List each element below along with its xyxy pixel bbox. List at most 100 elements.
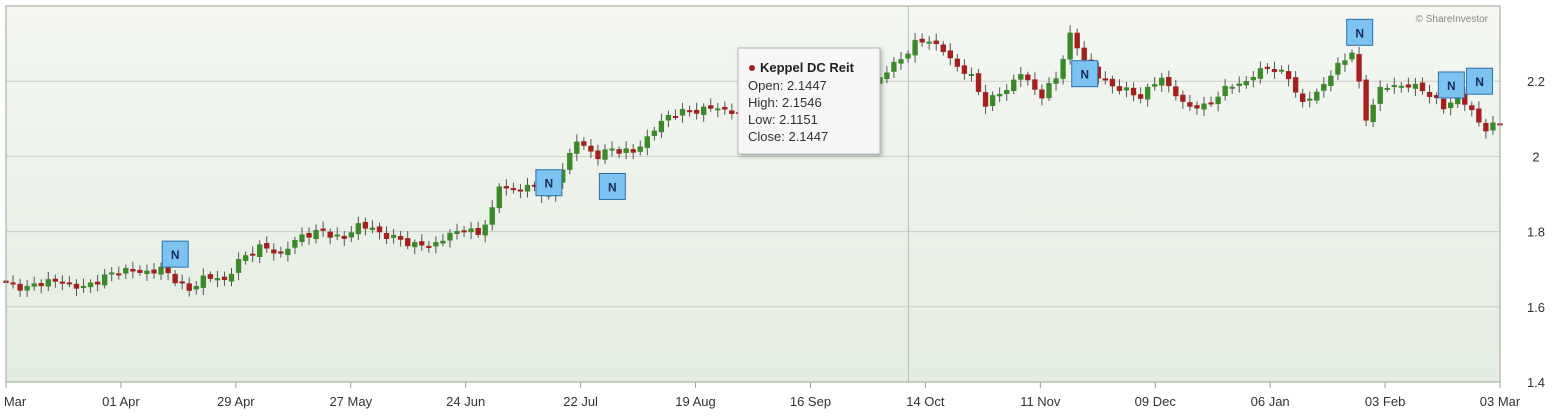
candle-body [1074, 32, 1080, 49]
candle-body [397, 235, 404, 240]
y-tick-label: 1.8 [1527, 225, 1545, 240]
candle-body [207, 274, 214, 279]
x-tick-label: 19 Aug [675, 394, 716, 409]
candle-body [10, 282, 16, 285]
candle-body [581, 141, 587, 146]
candle-body [482, 224, 488, 236]
candle-body [405, 238, 411, 247]
candle-body [926, 41, 932, 44]
news-flag-box[interactable] [1466, 67, 1494, 95]
candle-body [1025, 74, 1031, 81]
candle-body [1278, 69, 1285, 72]
candle-body [686, 110, 693, 113]
candle-body [1109, 78, 1116, 87]
news-flag-box[interactable] [1346, 18, 1374, 46]
candle-body [708, 105, 714, 109]
candle-body [729, 110, 735, 114]
tooltip-title: Keppel DC Reit [760, 60, 855, 75]
news-flag-label: N [1447, 79, 1456, 93]
news-flag-box[interactable] [598, 172, 626, 200]
x-tick-label: 09 Dec [1135, 394, 1177, 409]
candle-body [1166, 76, 1172, 87]
candle-body [1159, 77, 1165, 86]
candle-body [1250, 76, 1257, 81]
candle-body [334, 234, 340, 237]
candle-body [715, 108, 721, 111]
candle-body [616, 149, 622, 154]
candle-body [602, 149, 608, 160]
candle-body [1342, 60, 1348, 65]
candle-body [1067, 32, 1073, 60]
candle-body [1173, 86, 1179, 97]
news-flag-marker[interactable]: N [1437, 71, 1465, 99]
news-flag-box[interactable] [1071, 60, 1099, 88]
candle-body [242, 255, 249, 261]
candle-body [221, 276, 228, 281]
news-flag-box[interactable] [1437, 71, 1465, 99]
x-tick-label: 22 Jul [563, 394, 598, 409]
candle-body [327, 231, 333, 238]
candle-body [1426, 91, 1433, 97]
candle-body [1384, 87, 1390, 90]
y-tick-label: 2.2 [1527, 74, 1545, 89]
x-tick-label: 03 Mar [1480, 394, 1521, 409]
candle-body [1335, 62, 1341, 75]
news-flag-box[interactable] [535, 169, 563, 197]
candle-body [200, 275, 206, 288]
candle-body [1236, 83, 1242, 86]
candle-body [151, 269, 157, 274]
x-tick-label: 06 Jan [1251, 394, 1290, 409]
candle-body [94, 281, 101, 285]
candle-body [1018, 74, 1024, 80]
x-tick-label: 16 Sep [790, 394, 831, 409]
candle-body [1448, 102, 1454, 109]
candle-body [454, 230, 460, 235]
candle-body [954, 58, 961, 67]
candle-body [285, 248, 291, 256]
candle-body [73, 283, 80, 289]
candle-body [17, 283, 23, 291]
candle-body [1469, 105, 1475, 111]
candle-body [1377, 86, 1383, 104]
tooltip-box [737, 47, 881, 155]
news-flag-box[interactable] [161, 240, 189, 268]
candle-body [503, 186, 510, 189]
candle-body [109, 272, 115, 275]
candle-body [1419, 82, 1426, 92]
news-flag-marker[interactable]: N [598, 172, 626, 200]
chart-credit: © ShareInvestor [1416, 14, 1489, 25]
candle-body [1123, 87, 1130, 91]
candle-body [693, 109, 700, 114]
news-flag-marker[interactable]: N [161, 240, 189, 268]
candle-body [510, 188, 517, 191]
candle-body [1187, 102, 1193, 107]
candle-body [228, 273, 235, 282]
news-flag-marker[interactable]: N [1346, 18, 1374, 46]
tooltip-low: Low: 2.1151 [748, 112, 818, 127]
news-flag-marker[interactable]: N [535, 169, 563, 197]
candle-body [355, 223, 362, 235]
candle-body [66, 282, 73, 285]
candle-body [701, 106, 707, 115]
news-flag-label: N [608, 180, 617, 194]
candle-body [989, 95, 996, 107]
news-flag-marker[interactable]: N [1071, 60, 1099, 88]
plot-border [5, 5, 1501, 383]
candle-body [1300, 93, 1306, 102]
news-flag-marker[interactable]: N [1466, 67, 1494, 95]
candle-body [1046, 83, 1052, 99]
candle-body [235, 258, 242, 273]
candle-body [433, 242, 439, 247]
candle-body [1314, 91, 1320, 101]
candle-body [947, 50, 953, 59]
news-flag-label: N [1355, 26, 1364, 40]
candle-body [1285, 71, 1292, 80]
candle-body [517, 189, 524, 192]
candle-body [1208, 102, 1214, 105]
candle-body [1130, 87, 1137, 96]
candle-body [1490, 122, 1496, 131]
candle-body [1011, 79, 1017, 92]
candle-body [341, 235, 347, 239]
